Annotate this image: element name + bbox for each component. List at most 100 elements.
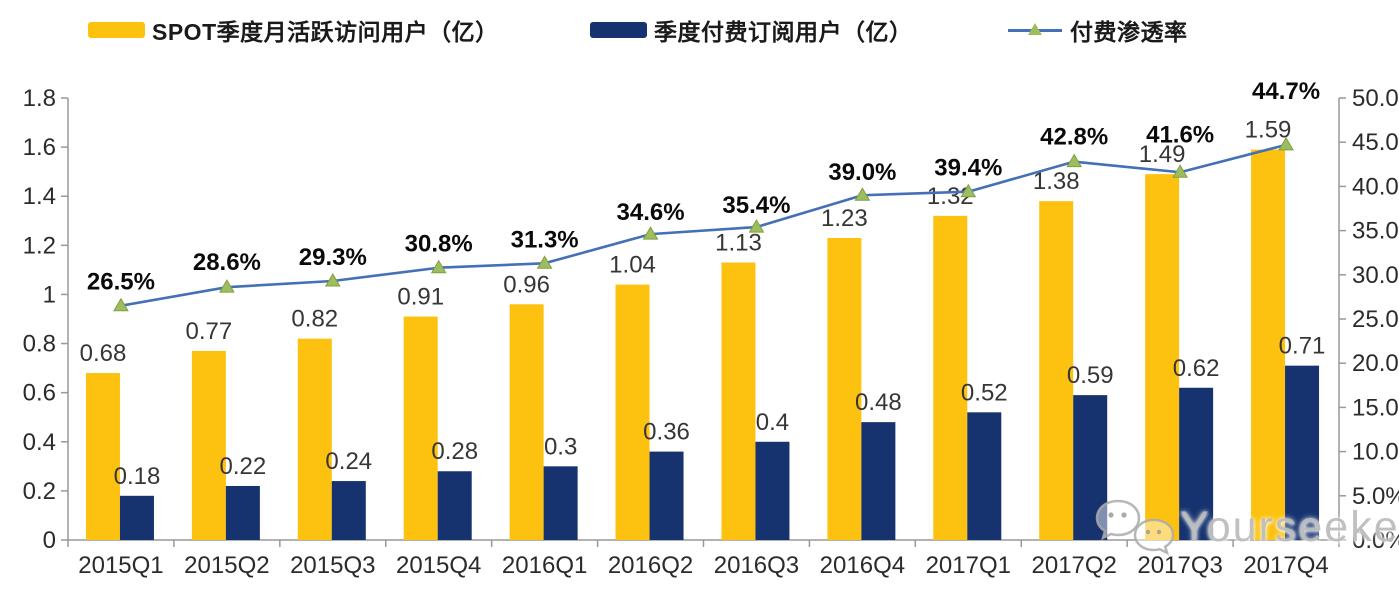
x-axis-label: 2016Q4 (820, 552, 905, 579)
bar-label-mau: 0.77 (186, 318, 233, 345)
penetration-marker (642, 226, 659, 240)
x-axis-label: 2017Q3 (1137, 552, 1222, 579)
bar-label-mau: 1.23 (821, 205, 868, 232)
left-axis-tick-label: 1.2 (23, 232, 56, 259)
bar-subs-2017Q4 (1285, 365, 1320, 540)
left-axis-tick-label: 0 (43, 527, 56, 554)
left-axis-tick-label: 1 (43, 281, 56, 308)
bar-subs-2015Q4 (437, 471, 472, 540)
penetration-marker (113, 297, 129, 312)
bar-mau-2016Q1 (509, 304, 544, 540)
legend-item-mau: SPOT季度月活跃访问用户（亿） (88, 14, 499, 46)
penetration-marker (219, 279, 235, 293)
penetration-marker (854, 187, 871, 201)
penetration-label: 42.8% (1040, 124, 1108, 151)
bar-mau-2016Q2 (615, 284, 650, 540)
penetration-label: 44.7% (1252, 78, 1320, 105)
right-axis-tick-label: 5.0% (1352, 483, 1399, 510)
watermark: Yourseeker (1094, 494, 1399, 560)
bar-mau-2016Q3 (721, 262, 756, 540)
bar-mau-2015Q3 (297, 338, 332, 540)
bar-mau-2015Q4 (403, 316, 438, 540)
left-axis-tick-label: 1.6 (23, 134, 56, 161)
x-axis-label: 2016Q2 (608, 552, 693, 579)
right-axis-tick-label: 45.0% (1352, 129, 1399, 156)
right-axis-tick-label: 50.0% (1352, 85, 1399, 112)
penetration-label: 26.5% (87, 269, 155, 296)
penetration-marker (536, 255, 553, 269)
bar-subs-2016Q4 (861, 422, 896, 540)
legend-item-subs: 季度付费订阅用户（亿） (590, 14, 913, 46)
penetration-marker (748, 219, 765, 233)
legend-label-penetration: 付费渗透率 (1070, 19, 1188, 45)
right-axis-tick-label: 20.0% (1352, 350, 1399, 377)
x-axis-label: 2015Q3 (290, 552, 375, 579)
x-axis-label: 2015Q1 (78, 552, 163, 579)
bar-subs-2016Q3 (755, 441, 790, 540)
right-axis-tick-label: 15.0% (1352, 394, 1399, 421)
penetration-label: 41.6% (1146, 121, 1214, 148)
bar-label-subs: 0.18 (114, 463, 161, 490)
penetration-label: 34.6% (617, 199, 685, 226)
penetration-marker (1278, 136, 1294, 151)
bar-label-subs: 0.52 (961, 379, 1008, 406)
penetration-label: 30.8% (405, 231, 473, 258)
right-axis-tick-label: 35.0% (1352, 218, 1399, 245)
left-axis-tick-label: 0.8 (23, 331, 56, 358)
penetration-label: 39.4% (934, 155, 1002, 182)
left-axis-tick-label: 0.2 (23, 478, 56, 505)
left-axis-tick-label: 0.6 (23, 380, 56, 407)
bar-mau-2017Q1 (933, 215, 968, 540)
bar-mau-2016Q4 (827, 237, 862, 540)
penetration-marker (1066, 153, 1083, 168)
bar-mau-2017Q3 (1145, 174, 1180, 540)
left-axis-tick-label: 1.8 (23, 85, 56, 112)
bar-label-mau: 0.96 (503, 271, 550, 298)
penetration-marker (430, 259, 447, 274)
bar-label-subs: 0.48 (855, 389, 902, 416)
legend: SPOT季度月活跃访问用户（亿） 季度付费订阅用户（亿） 付费渗透率 (0, 0, 1399, 56)
bar-label-mau: 0.91 (397, 284, 444, 311)
bar-label-mau: 1.04 (609, 252, 656, 279)
x-axis-label: 2017Q2 (1032, 552, 1117, 579)
bar-label-subs: 0.4 (756, 409, 789, 436)
bar-label-mau: 0.68 (80, 340, 127, 367)
bar-label-subs: 0.22 (220, 453, 267, 480)
bar-subs-2015Q2 (225, 485, 260, 540)
right-axis-tick-label: 0.0% (1352, 527, 1399, 554)
bar-subs-2017Q2 (1073, 395, 1108, 540)
bar-label-subs: 0.62 (1173, 355, 1220, 382)
bar-label-mau: 1.38 (1033, 168, 1080, 195)
bar-subs-2015Q3 (331, 481, 366, 540)
penetration-marker (324, 272, 341, 287)
bar-subs-2016Q1 (543, 466, 578, 540)
bar-subs-2015Q1 (119, 495, 154, 540)
bar-subs-2017Q1 (967, 412, 1002, 540)
bar-label-subs: 0.36 (643, 419, 690, 446)
left-axis-tick-label: 0.4 (23, 429, 56, 456)
bar-mau-2017Q2 (1039, 201, 1074, 540)
bar-mau-2015Q2 (191, 350, 226, 540)
right-axis-tick-label: 25.0% (1352, 306, 1399, 333)
x-axis-label: 2017Q1 (926, 552, 1011, 579)
right-axis-tick-label: 30.0% (1352, 262, 1399, 289)
bar-label-subs: 0.24 (325, 448, 372, 475)
penetration-line (120, 143, 1287, 308)
triangle-marker-icon (1028, 23, 1042, 35)
right-axis-tick-label: 40.0% (1352, 173, 1399, 200)
penetration-label: 31.3% (511, 226, 579, 253)
bar-label-subs: 0.59 (1067, 362, 1114, 389)
bar-label-subs: 0.28 (431, 438, 478, 465)
bar-mau-2017Q4 (1251, 149, 1286, 541)
penetration-marker (1172, 164, 1188, 178)
x-axis-label: 2016Q1 (502, 552, 587, 579)
penetration-label: 35.4% (722, 192, 790, 219)
bar-label-mau: 1.59 (1245, 117, 1292, 144)
legend-label-mau: SPOT季度月活跃访问用户（亿） (152, 19, 499, 45)
x-axis-label: 2015Q2 (184, 552, 269, 579)
penetration-label: 28.6% (193, 249, 261, 276)
bar-subs-2017Q3 (1179, 387, 1214, 540)
watermark-text: Yourseeker (1180, 502, 1399, 551)
